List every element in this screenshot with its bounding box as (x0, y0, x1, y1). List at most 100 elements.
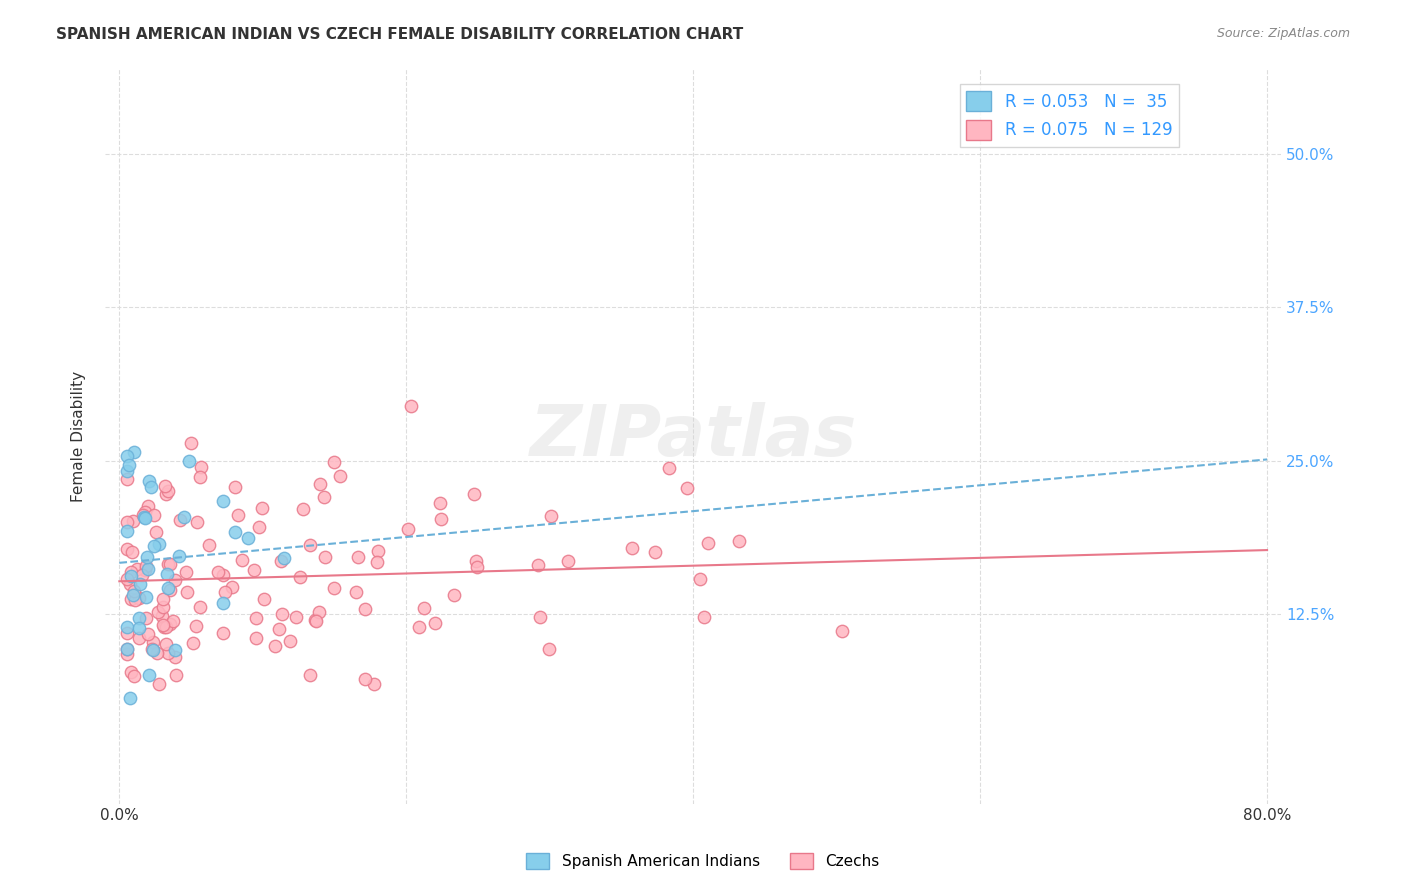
Point (136, 499, 159, 513)
Point (152, 592, 174, 607)
Point (312, 490, 335, 504)
Point (142, 642, 165, 657)
Point (121, 588, 143, 602)
Point (115, 449, 138, 463)
Point (267, 622, 290, 636)
Point (167, 549, 190, 564)
Point (207, 565, 229, 579)
Point (173, 510, 195, 524)
Point (304, 614, 326, 628)
Point (354, 673, 377, 687)
Point (141, 480, 163, 494)
Point (115, 472, 138, 486)
Point (135, 558, 157, 573)
Point (322, 455, 344, 469)
Point (245, 610, 267, 624)
Point (165, 573, 187, 587)
Point (689, 572, 711, 586)
Point (152, 600, 174, 615)
Point (115, 642, 138, 657)
Point (152, 620, 174, 634)
Point (366, 555, 388, 569)
Point (188, 469, 211, 483)
Point (124, 593, 146, 607)
Point (271, 607, 294, 621)
Point (354, 602, 377, 616)
Point (115, 515, 138, 529)
Point (423, 615, 446, 630)
Point (242, 563, 264, 577)
Point (146, 605, 169, 619)
Point (245, 631, 267, 645)
Point (120, 566, 142, 580)
Point (538, 641, 561, 656)
Text: Source: ZipAtlas.com: Source: ZipAtlas.com (1216, 27, 1350, 40)
Point (156, 567, 179, 582)
Point (163, 643, 186, 657)
Point (165, 650, 187, 665)
Point (122, 444, 145, 458)
Point (184, 619, 207, 633)
Point (120, 569, 142, 583)
Point (120, 665, 142, 679)
Point (346, 549, 368, 564)
Point (280, 634, 302, 648)
Point (264, 640, 287, 654)
Point (253, 592, 276, 607)
Point (190, 460, 212, 475)
Point (131, 568, 153, 582)
Point (658, 460, 681, 475)
Point (557, 554, 579, 568)
Point (142, 634, 165, 648)
Point (304, 613, 326, 627)
Point (527, 558, 550, 573)
Point (122, 584, 145, 599)
Point (128, 611, 150, 625)
Point (138, 562, 160, 576)
Point (150, 609, 173, 624)
Point (298, 668, 321, 682)
Point (136, 550, 159, 565)
Point (367, 543, 389, 558)
Point (179, 454, 201, 468)
Point (344, 585, 367, 599)
Point (115, 642, 138, 657)
Point (169, 513, 191, 527)
Point (314, 550, 336, 565)
Point (363, 677, 385, 691)
Legend: R = 0.053   N =  35, R = 0.075   N = 129: R = 0.053 N = 35, R = 0.075 N = 129 (960, 84, 1180, 146)
Point (145, 646, 167, 660)
Point (224, 480, 246, 494)
Point (298, 538, 321, 552)
Point (155, 620, 177, 634)
Text: ZIPatlas: ZIPatlas (530, 401, 856, 471)
Point (148, 677, 170, 691)
Point (188, 600, 211, 615)
Point (831, 624, 853, 639)
Point (159, 583, 181, 598)
Point (429, 495, 451, 509)
Point (152, 617, 174, 632)
Point (540, 509, 562, 524)
Point (128, 631, 150, 645)
Point (115, 647, 138, 661)
Point (115, 620, 138, 634)
Point (620, 541, 643, 555)
Y-axis label: Female Disability: Female Disability (72, 370, 86, 501)
Point (231, 553, 253, 567)
Point (121, 545, 143, 559)
Point (118, 577, 141, 591)
Point (676, 481, 699, 495)
Point (134, 505, 156, 519)
Point (211, 494, 233, 508)
Point (408, 620, 430, 634)
Point (212, 626, 235, 640)
Point (247, 520, 270, 534)
Point (211, 596, 233, 610)
Point (181, 636, 204, 650)
Point (224, 524, 246, 539)
Point (396, 522, 419, 536)
Point (141, 641, 163, 656)
Point (159, 617, 181, 632)
Point (134, 510, 156, 524)
